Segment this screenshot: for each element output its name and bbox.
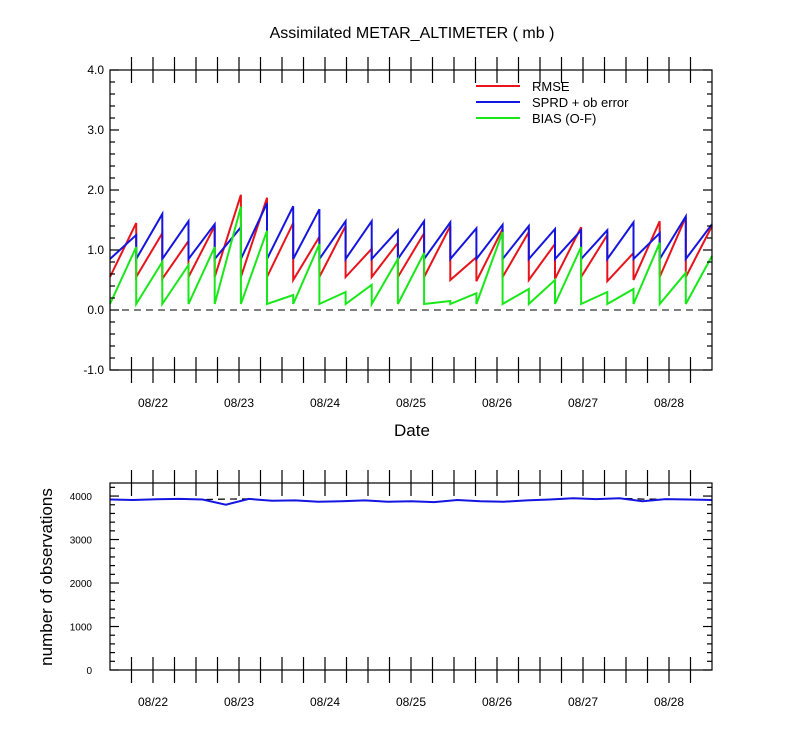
legend-label-bias-o-f: BIAS (O-F) bbox=[532, 111, 596, 126]
x-tick-label: 08/26 bbox=[482, 695, 512, 709]
x-tick-label: 08/26 bbox=[482, 396, 512, 410]
series-line-sprd-ob-error bbox=[109, 202, 713, 263]
top-panel: Assimilated METAR_ALTIMETER ( mb ) -1.0 0… bbox=[83, 25, 713, 440]
y-tick-label: 4000 bbox=[70, 492, 93, 503]
legend-label-sprd-ob-error: SPRD + ob error bbox=[532, 95, 629, 110]
x-axis-label: Date bbox=[394, 421, 430, 440]
y-tick-label: 2.0 bbox=[87, 183, 104, 197]
x-tick-label: 08/25 bbox=[396, 695, 426, 709]
x-tick-label: 08/28 bbox=[654, 396, 684, 410]
y-tick-label: 1000 bbox=[70, 623, 93, 634]
top-ticks-group bbox=[110, 57, 712, 383]
y-tick-label: 3000 bbox=[70, 536, 93, 547]
x-tick-label: 08/23 bbox=[224, 695, 254, 709]
series-line-bias-o-f bbox=[109, 206, 713, 308]
legend-label-rmse: RMSE bbox=[532, 79, 570, 94]
bottom-plot-frame bbox=[109, 482, 713, 671]
top-x-tick-labels: 08/22 08/23 08/24 08/25 08/26 08/27 08/28 bbox=[138, 396, 684, 410]
x-tick-label: 08/27 bbox=[568, 396, 598, 410]
bottom-ticks-group bbox=[110, 470, 712, 683]
x-tick-label: 08/23 bbox=[224, 396, 254, 410]
y-tick-label: 1.0 bbox=[87, 243, 104, 257]
y-tick-label: 3.0 bbox=[87, 123, 104, 137]
x-tick-label: 08/27 bbox=[568, 695, 598, 709]
x-tick-label: 08/24 bbox=[310, 695, 340, 709]
bottom-y-tick-labels: 0 1000 2000 3000 4000 bbox=[70, 492, 93, 677]
top-series-group bbox=[109, 194, 713, 308]
x-tick-label: 08/24 bbox=[310, 396, 340, 410]
x-tick-label: 08/22 bbox=[138, 396, 168, 410]
top-plot-frame bbox=[109, 69, 713, 371]
y-tick-label: -1.0 bbox=[83, 363, 104, 377]
bottom-x-tick-labels: 08/22 08/23 08/24 08/25 08/26 08/27 08/28 bbox=[138, 695, 684, 709]
y-tick-label: 4.0 bbox=[87, 63, 104, 77]
x-tick-label: 08/25 bbox=[396, 396, 426, 410]
y-tick-label: 2000 bbox=[70, 579, 93, 590]
x-tick-label: 08/22 bbox=[138, 695, 168, 709]
chart-title: Assimilated METAR_ALTIMETER ( mb ) bbox=[270, 25, 555, 42]
top-y-tick-labels: -1.0 0.0 1.0 2.0 3.0 4.0 bbox=[83, 63, 104, 377]
x-tick-label: 08/28 bbox=[654, 695, 684, 709]
y-tick-label: 0 bbox=[86, 666, 92, 677]
y-tick-label: 0.0 bbox=[87, 303, 104, 317]
obs-count-line bbox=[109, 497, 713, 506]
bottom-series-group bbox=[109, 497, 713, 506]
y-axis-label-observations: number of observations bbox=[37, 488, 56, 666]
